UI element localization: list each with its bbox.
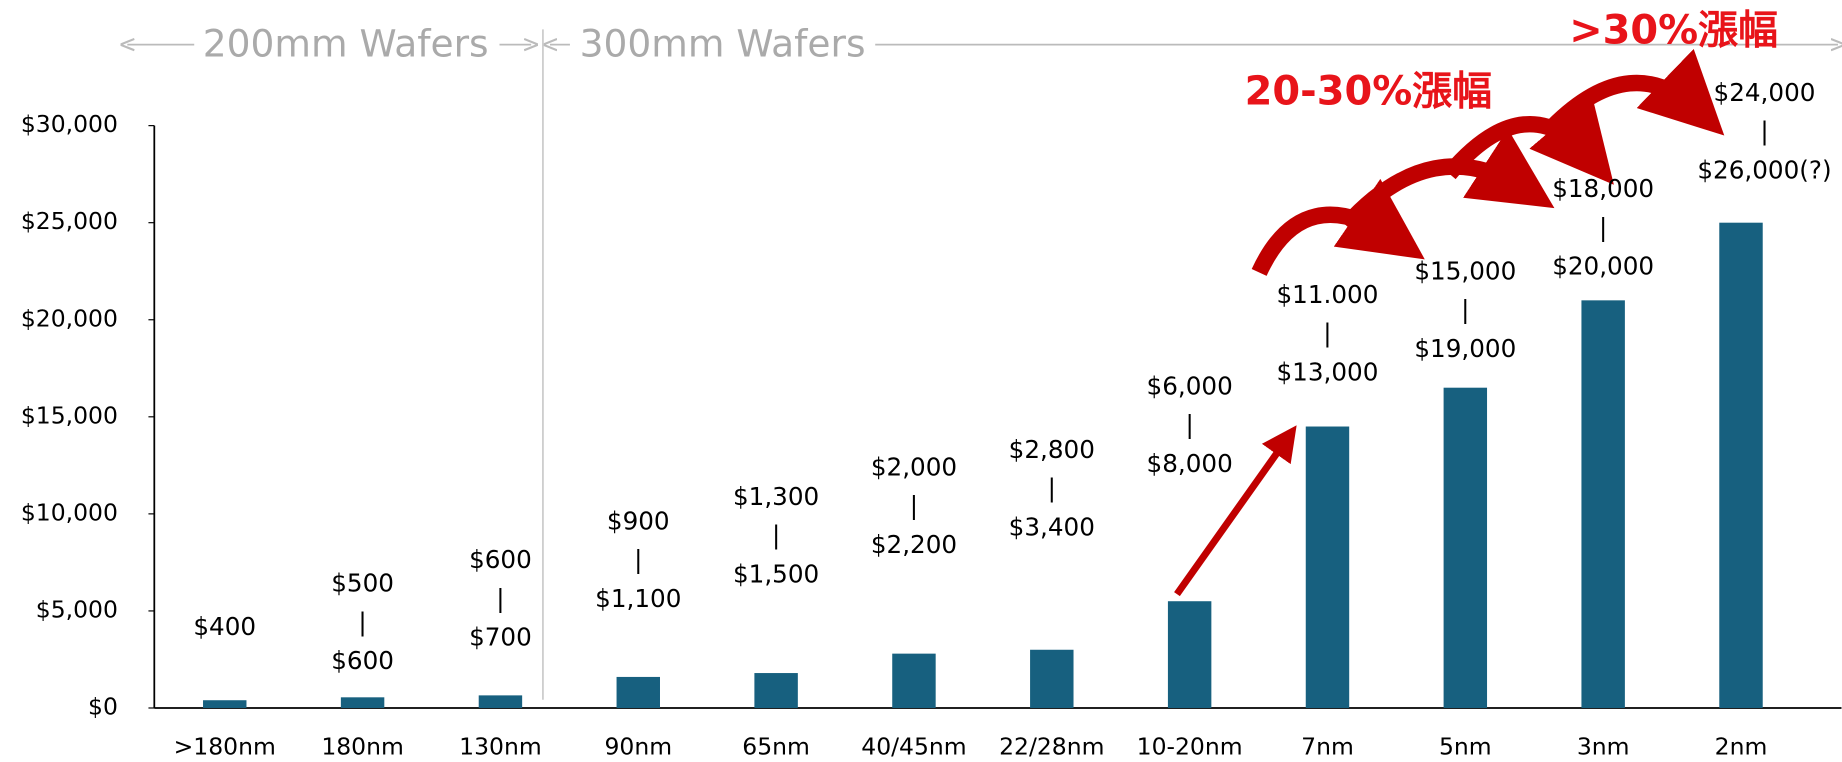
bar [478, 695, 523, 708]
price-label: | [772, 521, 780, 550]
price-label: | [1461, 295, 1469, 324]
x-tick-label: 180nm [321, 732, 404, 760]
price-label: $1,100 [595, 584, 681, 613]
price-label: | [634, 545, 642, 574]
price-label: $700 [469, 623, 532, 652]
price-label: $500 [331, 569, 394, 598]
x-tick-label: 5nm [1439, 732, 1492, 760]
price-label: $18,000 [1552, 174, 1654, 203]
price-label: $2,800 [1009, 435, 1095, 464]
bar [1443, 387, 1488, 708]
label-bg [569, 23, 876, 66]
bar [203, 700, 247, 708]
label-bg [194, 23, 500, 66]
bar [1167, 601, 1212, 708]
x-tick-label: 90nm [604, 732, 672, 760]
price-label: $600 [469, 545, 532, 574]
y-tick-label: $0 [88, 692, 118, 720]
price-label: $1,300 [733, 482, 819, 511]
price-label: $19,000 [1414, 334, 1516, 363]
price-label: | [1760, 117, 1768, 146]
x-tick-label: 2nm [1715, 732, 1768, 760]
price-label: $600 [331, 646, 394, 675]
bar [754, 673, 798, 708]
price-label: | [1185, 410, 1193, 439]
price-label: $1,500 [733, 559, 819, 588]
x-tick-label: >180nm [174, 732, 276, 760]
price-label: $900 [607, 506, 670, 535]
bar [1030, 649, 1074, 708]
price-label: | [1048, 474, 1056, 503]
bar [1719, 222, 1763, 708]
x-tick-label: 3nm [1577, 732, 1630, 760]
growth-arrow [1174, 425, 1297, 597]
growth-label: 20-30%漲幅 [1245, 68, 1492, 114]
y-tick-label: $25,000 [21, 207, 118, 235]
price-label: $24,000 [1714, 78, 1816, 107]
price-label: $2,200 [871, 530, 957, 559]
bar [1581, 300, 1625, 708]
price-label: $400 [193, 612, 256, 641]
y-tick-label: $5,000 [36, 595, 118, 623]
y-tick-label: $30,000 [21, 110, 118, 138]
x-tick-label: 40/45nm [861, 732, 966, 760]
price-label: $20,000 [1552, 252, 1654, 281]
x-tick-label: 65nm [742, 732, 810, 760]
curved-arrows [1251, 48, 1725, 276]
bar [1305, 426, 1350, 708]
price-label: $26,000(?) [1697, 155, 1831, 184]
price-label: | [910, 491, 918, 520]
wafer-label: 300mm Wafers [580, 21, 866, 65]
price-label: $13,000 [1277, 357, 1379, 386]
bar [616, 676, 660, 708]
price-label: | [1599, 213, 1607, 242]
price-label: $15,000 [1414, 256, 1516, 285]
x-tick-label: 7nm [1301, 732, 1354, 760]
bar [892, 653, 936, 708]
y-tick-label: $15,000 [21, 401, 118, 429]
price-label: $11.000 [1277, 280, 1379, 309]
price-label: $6,000 [1147, 371, 1233, 400]
price-label: | [358, 607, 366, 636]
price-label: | [1323, 319, 1331, 348]
growth-label: >30%漲幅 [1569, 7, 1778, 53]
price-label: $8,000 [1147, 449, 1233, 478]
bar [340, 697, 385, 708]
y-tick-label: $10,000 [21, 498, 118, 526]
price-label: | [496, 584, 504, 613]
x-tick-label: 10-20nm [1137, 732, 1243, 760]
price-label: $2,000 [871, 452, 957, 481]
price-label: $3,400 [1009, 512, 1095, 541]
x-tick-label: 22/28nm [999, 732, 1104, 760]
wafer-label: 200mm Wafers [203, 21, 489, 65]
y-tick-label: $20,000 [21, 304, 118, 332]
x-tick-label: 130nm [459, 732, 542, 760]
